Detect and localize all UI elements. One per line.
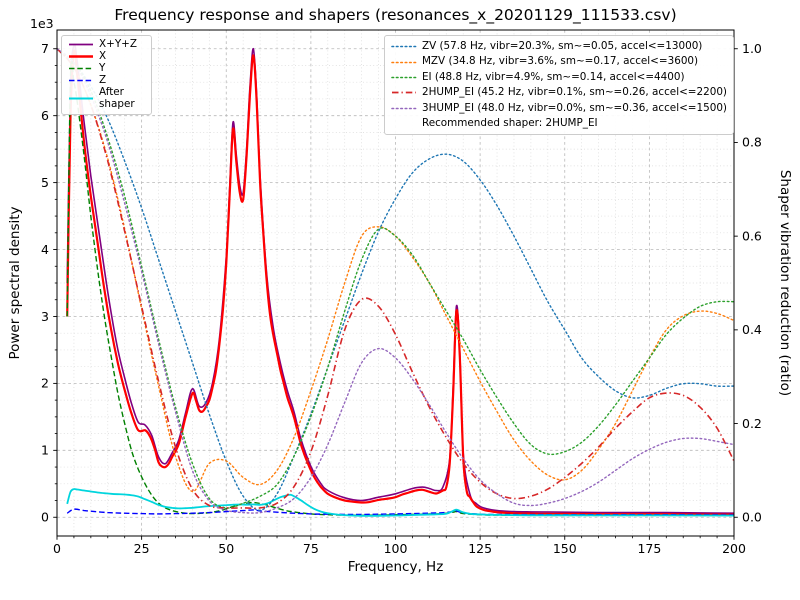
legend-line-sample	[68, 75, 94, 86]
legend-label: Y	[99, 61, 106, 74]
svg-text:125: 125	[468, 541, 492, 556]
legend-entry-ei: EI (48.8 Hz, vibr=4.9%, sm~=0.14, accel<…	[391, 70, 727, 85]
series-zv	[57, 48, 734, 511]
series-2hump_ei	[57, 48, 734, 510]
legend-entry-y: Y	[68, 61, 145, 75]
svg-text:1.0: 1.0	[742, 41, 762, 56]
series-3hump_ei	[57, 48, 734, 514]
svg-text:0.4: 0.4	[742, 322, 762, 337]
left-axis-multiplier: 1e3	[30, 16, 54, 31]
legend-entry-mzv: MZV (34.8 Hz, vibr=3.6%, sm~=0.17, accel…	[391, 54, 727, 69]
legend-label: 3HUMP_EI (48.0 Hz, vibr=0.0%, sm~=0.36, …	[421, 101, 727, 114]
legend-entry-x+y+z: X+Y+Z	[68, 38, 145, 51]
svg-text:0.8: 0.8	[742, 135, 762, 150]
svg-text:25: 25	[134, 541, 150, 556]
legend-entry-recommended-shaper: Recommended shaper: 2HUMP_EI	[391, 116, 727, 131]
legend-label: 2HUMP_EI (45.2 Hz, vibr=0.1%, sm~=0.26, …	[421, 86, 727, 99]
legend-label: ZV (57.8 Hz, vibr=20.3%, sm~=0.05, accel…	[421, 40, 703, 52]
series-after-shaper	[66, 488, 734, 517]
svg-text:200: 200	[722, 541, 746, 556]
svg-text:150: 150	[553, 541, 577, 556]
svg-text:2: 2	[41, 376, 49, 391]
svg-text:0.0: 0.0	[742, 510, 762, 525]
legend-line-sample	[391, 103, 417, 114]
legend-line-sample	[68, 51, 94, 62]
legend-label: After shaper	[99, 85, 135, 110]
legend-label: EI (48.8 Hz, vibr=4.9%, sm~=0.14, accel<…	[421, 70, 685, 83]
legend-line-sample	[68, 39, 94, 50]
y-axis-label-left: Power spectral density	[7, 206, 23, 360]
legend-label: X	[99, 49, 107, 62]
series-x	[66, 49, 734, 516]
legend-line-sample	[391, 41, 417, 52]
series-ei	[57, 48, 734, 509]
legend-label: X+Y+Z	[99, 38, 137, 50]
svg-text:4: 4	[41, 242, 49, 257]
legend-entry-3hump_ei: 3HUMP_EI (48.0 Hz, vibr=0.0%, sm~=0.36, …	[391, 101, 727, 116]
svg-text:0.2: 0.2	[742, 416, 762, 431]
legend-line-sample	[391, 72, 417, 83]
series-y	[66, 58, 734, 517]
svg-text:5: 5	[41, 175, 49, 190]
legend-line-sample	[391, 118, 417, 129]
chart-title: Frequency response and shapers (resonanc…	[114, 6, 677, 24]
axis-ticks: 0 25 50 75 100 125 150 175 200 0 1 2 3 4 5 6 7 0.0 0.2 0.4 0…	[41, 41, 762, 556]
legend-line-sample	[68, 93, 94, 104]
svg-text:50: 50	[218, 541, 234, 556]
svg-text:1: 1	[41, 443, 49, 458]
legend-entry-2hump_ei: 2HUMP_EI (45.2 Hz, vibr=0.1%, sm~=0.26, …	[391, 85, 727, 100]
svg-text:175: 175	[637, 541, 661, 556]
legend-label: Recommended shaper: 2HUMP_EI	[421, 116, 598, 129]
svg-text:0: 0	[53, 541, 61, 556]
legend-label: MZV (34.8 Hz, vibr=3.6%, sm~=0.17, accel…	[421, 55, 699, 68]
svg-text:0.6: 0.6	[742, 228, 762, 243]
legend-line-sample	[391, 87, 417, 98]
svg-text:100: 100	[384, 541, 408, 556]
series	[57, 43, 734, 517]
legend-psd: X+Y+Z X Y Z After shaper	[61, 35, 152, 115]
legend-entry-x: X	[68, 49, 145, 63]
svg-text:3: 3	[41, 309, 49, 324]
x-axis-label: Frequency, Hz	[347, 559, 444, 575]
legend-line-sample	[391, 57, 417, 68]
y-axis-label-right: Shaper vibration reduction (ratio)	[777, 169, 793, 397]
svg-text:6: 6	[41, 108, 49, 123]
legend-entry-zv: ZV (57.8 Hz, vibr=20.3%, sm~=0.05, accel…	[391, 39, 727, 54]
legend-shapers: ZV (57.8 Hz, vibr=20.3%, sm~=0.05, accel…	[383, 35, 734, 136]
svg-text:75: 75	[303, 541, 319, 556]
legend-entry-z: Z	[68, 73, 145, 87]
legend-label: Z	[99, 73, 107, 86]
legend-line-sample	[68, 63, 94, 74]
svg-text:7: 7	[41, 41, 49, 56]
legend-entry-after-shaper: After shaper	[68, 85, 145, 111]
svg-text:0: 0	[41, 510, 49, 525]
